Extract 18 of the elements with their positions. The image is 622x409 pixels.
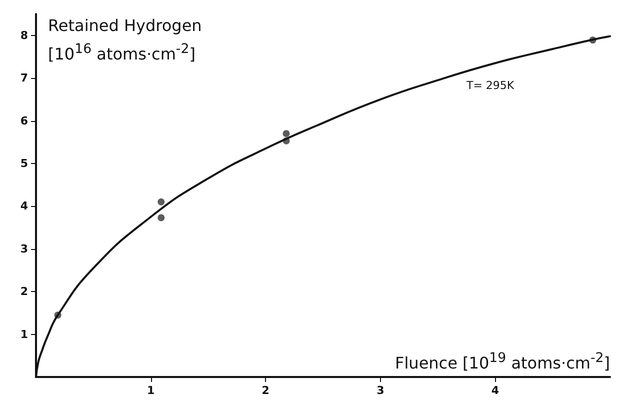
y-tick-label: 6 — [20, 114, 28, 128]
x-tick-label: 2 — [262, 384, 270, 397]
y-tick-label: 3 — [20, 242, 28, 256]
x-tick-label: 3 — [376, 384, 384, 397]
point — [158, 198, 165, 206]
x-axis-title: Fluence [10$^{19}$ atoms·cm$^{-2}$] — [395, 350, 610, 374]
y-tick-label: 2 — [20, 285, 28, 298]
x-tick-label: 4 — [491, 384, 500, 397]
point — [282, 130, 290, 138]
y-tick-label: 7 — [20, 72, 28, 85]
annotation: T= 295K — [466, 78, 515, 92]
point — [158, 214, 165, 222]
x-tick-label: 1 — [146, 384, 155, 397]
y-tick-label: 1 — [20, 328, 28, 341]
y-tick-label: 5 — [20, 156, 28, 170]
y-tick-label: 4 — [20, 200, 28, 213]
y-tick-label: 8 — [20, 28, 28, 42]
y-axis-title: Retained Hydrogen [10$^{16}$ atoms·cm$^{-2}$] — [48, 15, 202, 66]
